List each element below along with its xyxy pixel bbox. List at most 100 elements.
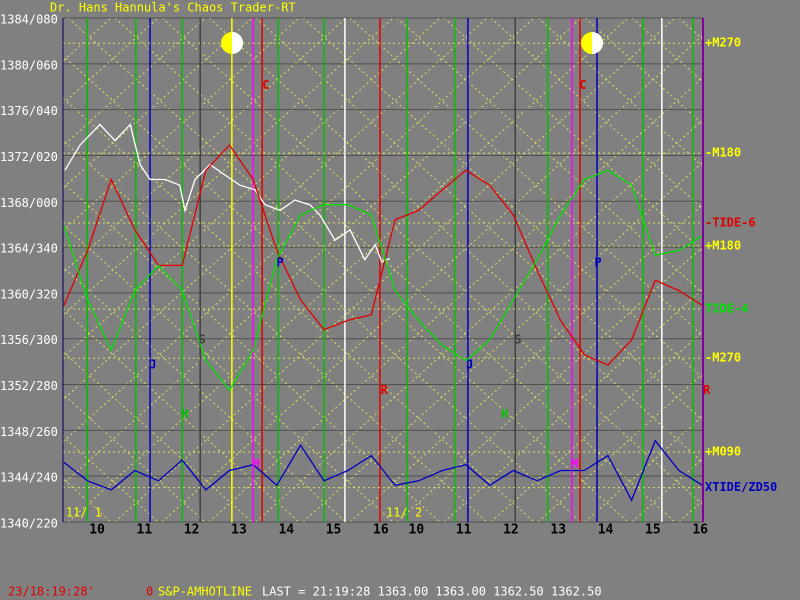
x-tick-label: 12 xyxy=(184,523,200,538)
series-line xyxy=(63,144,703,366)
chart-title: Dr. Hans Hannula's Chaos Trader-RT xyxy=(50,1,296,15)
right-label: +M270 xyxy=(705,36,741,50)
annotation: S xyxy=(514,332,521,346)
x-tick-label: 13 xyxy=(550,523,566,538)
y-tick-label: 1376/040 xyxy=(0,104,58,118)
lattice-line xyxy=(63,520,65,522)
annotation: C xyxy=(262,78,269,92)
annotation: H xyxy=(501,407,508,421)
lattice-line xyxy=(490,18,703,210)
lattice-line xyxy=(63,139,488,522)
sun-icon xyxy=(221,32,243,54)
x-tick-label: 16 xyxy=(373,523,389,538)
lattice-line xyxy=(67,18,629,522)
series-line xyxy=(63,169,703,392)
lattice-line xyxy=(537,372,703,522)
y-tick-label: 1372/020 xyxy=(0,150,58,164)
lattice-line xyxy=(63,18,112,62)
series-line xyxy=(64,123,391,263)
lattice-line xyxy=(0,18,17,522)
y-tick-label: 1384/080 xyxy=(0,13,58,27)
x-tick-label: 11 xyxy=(137,523,153,538)
x-tick-label: 14 xyxy=(278,523,294,538)
lattice-line xyxy=(63,266,347,522)
date-label: 11/ 1 xyxy=(66,506,102,520)
lattice-line xyxy=(63,18,347,274)
lattice-line xyxy=(63,18,535,443)
y-tick-label: 1380/060 xyxy=(0,58,58,72)
lattice-line xyxy=(63,18,206,147)
lattice-line xyxy=(443,18,703,252)
lattice-line xyxy=(349,203,703,522)
x-tick-label: 12 xyxy=(503,523,519,538)
x-tick-label: 13 xyxy=(231,523,247,538)
x-tick-label: 14 xyxy=(598,523,614,538)
right-label: +M090 xyxy=(705,445,741,459)
annotation: P xyxy=(277,256,284,270)
sun-icon xyxy=(581,32,603,54)
lattice-line xyxy=(443,288,703,522)
lattice-line xyxy=(63,97,535,522)
status-code: 0 xyxy=(146,585,153,599)
x-tick-label: 15 xyxy=(645,523,661,538)
lattice-line xyxy=(63,224,394,522)
lattice-line xyxy=(255,119,703,522)
lattice-line xyxy=(208,76,703,522)
plot-area xyxy=(63,18,703,522)
annotation: J xyxy=(149,358,156,372)
x-tick-label: 15 xyxy=(326,523,342,538)
lattice-line xyxy=(63,18,441,358)
annotation: M xyxy=(252,457,259,471)
y-tick-label: 1352/280 xyxy=(0,379,58,393)
status-feed: S&P-AMHOTLINE xyxy=(158,585,252,599)
series-line xyxy=(63,439,703,502)
lattice-line xyxy=(63,18,65,20)
x-tick-label: 10 xyxy=(89,523,105,538)
lattice-line xyxy=(0,18,17,522)
y-tick-label: 1360/320 xyxy=(0,287,58,301)
annotation: P xyxy=(594,256,601,270)
lattice-line xyxy=(161,34,703,522)
x-tick-label: 16 xyxy=(692,523,708,538)
lattice-line xyxy=(584,18,703,125)
date-label: 11/ 2 xyxy=(386,506,422,520)
lattice xyxy=(0,18,800,522)
lattice-line xyxy=(490,330,703,522)
y-tick-label: 1364/340 xyxy=(0,242,58,256)
right-label: XTIDE/ZD50 xyxy=(705,480,777,494)
lattice-line xyxy=(63,393,206,522)
annotation: C xyxy=(579,78,586,92)
right-label: +M180 xyxy=(705,238,741,252)
annotation: J xyxy=(466,358,473,372)
right-label: TIDE-4 xyxy=(705,301,748,315)
annotation: M xyxy=(571,457,578,471)
annotation: R xyxy=(703,383,711,397)
lattice-line xyxy=(114,18,676,522)
y-tick-label: 1348/260 xyxy=(0,425,58,439)
y-tick-label: 1368/000 xyxy=(0,196,58,210)
lattice-line xyxy=(584,415,703,522)
right-label: -M270 xyxy=(705,351,741,365)
right-label: -M180 xyxy=(705,146,741,160)
right-label: -TIDE-6 xyxy=(705,216,756,230)
lattice-line xyxy=(537,18,703,168)
y-tick-label: 1344/240 xyxy=(0,471,58,485)
annotation: H xyxy=(181,407,188,421)
annotation: S xyxy=(198,332,205,346)
lattice-line xyxy=(63,18,582,485)
x-tick-label: 10 xyxy=(409,523,425,538)
lattice-line xyxy=(773,18,800,522)
lattice-line xyxy=(396,245,703,522)
lattice-line xyxy=(63,351,253,522)
lattice-line xyxy=(773,18,800,522)
y-tick-label: 1340/220 xyxy=(0,517,58,531)
lattice-line xyxy=(63,18,394,316)
lattice-line xyxy=(63,18,253,189)
lattice-line xyxy=(302,161,703,522)
lattice-line xyxy=(63,18,488,401)
status-last: LAST = 21:19:28 1363.00 1363.00 1362.50 … xyxy=(262,585,602,599)
y-tick-label: 1356/300 xyxy=(0,333,58,347)
lattice-line xyxy=(63,478,112,522)
annotation: R xyxy=(381,383,389,397)
